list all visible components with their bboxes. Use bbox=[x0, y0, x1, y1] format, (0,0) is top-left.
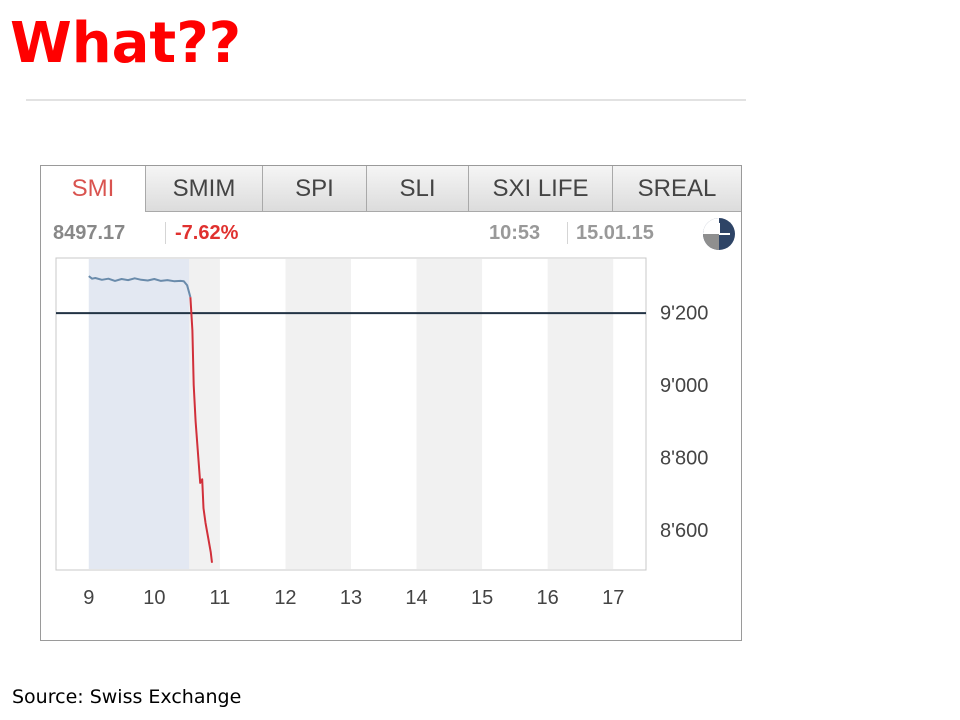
tab-smim[interactable]: SMIM bbox=[146, 166, 263, 212]
quote-info-row: 8497.17 -7.62% 10:53 15.01.15 bbox=[41, 212, 741, 252]
slide-title: What?? bbox=[10, 11, 242, 76]
tab-sli[interactable]: SLI bbox=[367, 166, 469, 212]
clock-icon[interactable] bbox=[702, 217, 736, 251]
y-tick-label: 8'800 bbox=[660, 448, 708, 470]
session-shade bbox=[88, 259, 190, 569]
tab-spi[interactable]: SPI bbox=[263, 166, 367, 212]
series-line-after bbox=[189, 297, 213, 563]
quote-date: 15.01.15 bbox=[576, 222, 654, 244]
index-tabs: SMI SMIM SPI SLI SXI LIFE SREAL bbox=[41, 166, 741, 212]
y-tick-label: 8'600 bbox=[660, 520, 708, 542]
x-tick-label: 9 bbox=[83, 587, 94, 609]
last-value: 8497.17 bbox=[53, 222, 126, 244]
x-tick-label: 16 bbox=[537, 587, 559, 609]
x-tick-label: 13 bbox=[340, 587, 362, 609]
hour-band bbox=[547, 259, 614, 569]
market-widget: SMI SMIM SPI SLI SXI LIFE SREAL 8497.17 … bbox=[40, 165, 742, 641]
hour-band bbox=[285, 259, 351, 569]
x-tick-label: 17 bbox=[602, 587, 624, 609]
quote-time: 10:53 bbox=[489, 222, 541, 244]
x-tick-label: 12 bbox=[274, 587, 296, 609]
y-tick-label: 9'000 bbox=[660, 375, 708, 397]
hour-band bbox=[416, 259, 483, 569]
separator bbox=[165, 222, 166, 244]
y-tick-label: 9'200 bbox=[660, 302, 708, 324]
x-tick-label: 15 bbox=[471, 587, 493, 609]
title-divider bbox=[26, 99, 746, 101]
x-tick-label: 10 bbox=[143, 587, 165, 609]
tab-sreal[interactable]: SREAL bbox=[613, 166, 741, 212]
index-chart: 9 10 11 12 13 14 15 16 17 8'600 8'800 9'000 9'200 bbox=[55, 257, 708, 609]
source-note: Source: Swiss Exchange bbox=[12, 686, 242, 708]
change-percent: -7.62% bbox=[175, 222, 239, 244]
separator bbox=[567, 222, 568, 244]
tab-sxi-life[interactable]: SXI LIFE bbox=[469, 166, 613, 212]
series-line-before bbox=[88, 275, 192, 298]
x-tick-label: 14 bbox=[405, 587, 427, 609]
tab-smi[interactable]: SMI bbox=[41, 166, 146, 212]
x-tick-label: 11 bbox=[210, 587, 231, 609]
